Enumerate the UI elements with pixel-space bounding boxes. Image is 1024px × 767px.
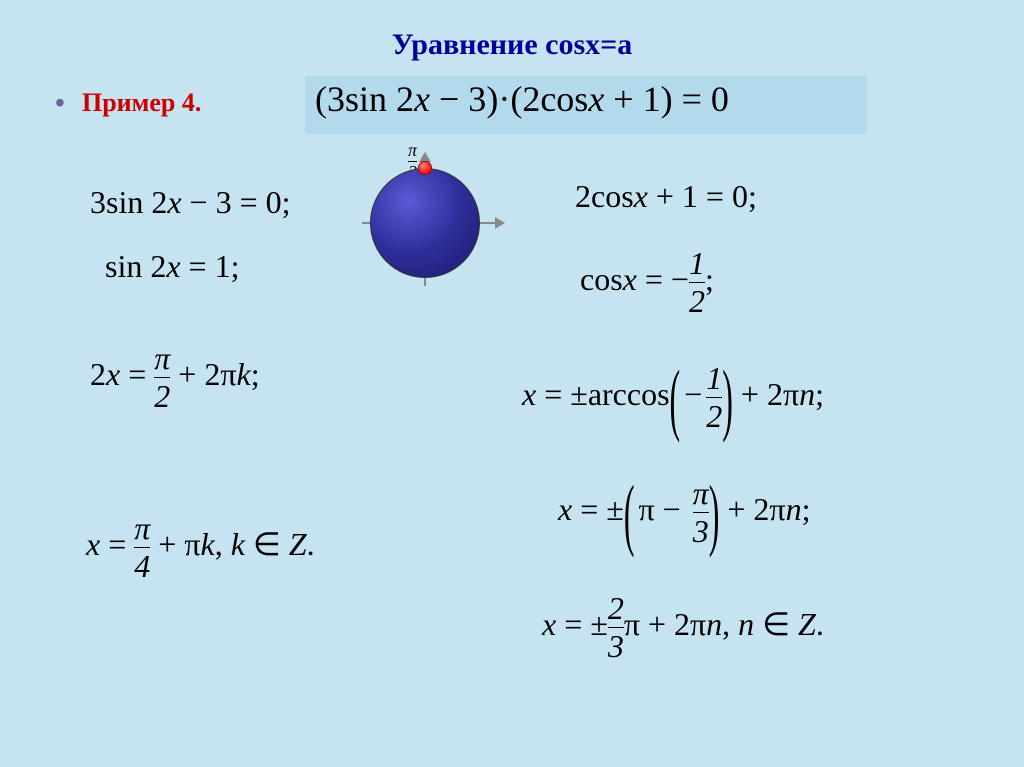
right-eq-2: cosx = −12; bbox=[580, 245, 714, 320]
left-eq-1: 3sin 2x − 3 = 0; bbox=[90, 184, 291, 221]
slide-title: Уравнение cosx=a bbox=[0, 0, 1024, 62]
right-eq-1: 2cosx + 1 = 0; bbox=[575, 178, 757, 215]
point-pi-over-2 bbox=[418, 161, 432, 175]
right-eq-5: x = ±23π + 2πn, n ∈ Z. bbox=[542, 590, 824, 665]
left-eq-3: 2x = π2 + 2πk; bbox=[90, 340, 260, 415]
bullet: • bbox=[55, 88, 65, 120]
arrow-right bbox=[495, 217, 505, 229]
unit-circle-wrap bbox=[370, 168, 480, 278]
right-eq-3: x = ±arccos(−12) + 2πn; bbox=[522, 360, 824, 435]
main-equation: (3sin 2x − 3)·(2cosx + 1) = 0 bbox=[315, 78, 729, 120]
unit-circle bbox=[370, 168, 480, 278]
right-eq-4: x = ±(π − π3) + 2πn; bbox=[558, 475, 810, 550]
left-eq-2: sin 2x = 1; bbox=[105, 248, 239, 285]
example-label: Пример 4. bbox=[82, 88, 201, 118]
left-eq-4: x = π4 + πk, k ∈ Z. bbox=[86, 510, 315, 585]
